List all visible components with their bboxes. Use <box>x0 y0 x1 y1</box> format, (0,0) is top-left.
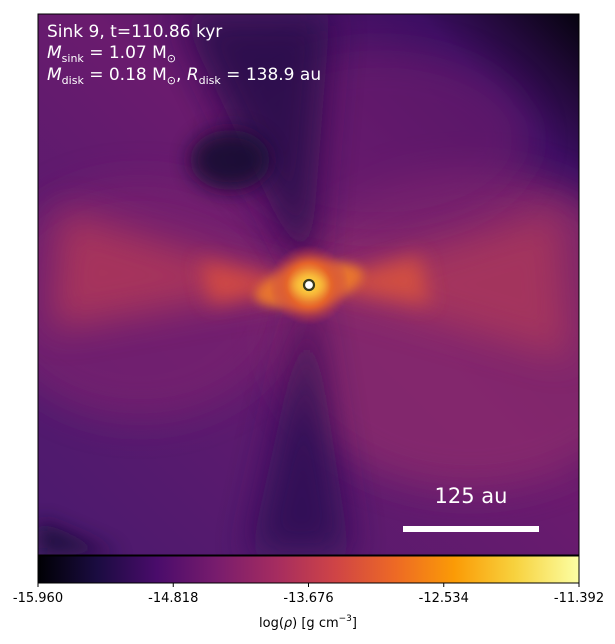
disk-props-label: Mdisk = 0.18 M⊙, Rdisk = 138.9 au <box>47 65 321 87</box>
colorbar-tick-label: -15.960 <box>13 591 63 606</box>
sink-marker <box>302 278 316 292</box>
colorbar-tick-label: -14.818 <box>148 591 198 606</box>
scalebar-label: 125 au <box>435 484 508 508</box>
colorbar-gradient <box>37 555 580 584</box>
sink-mass-label: Msink = 1.07 M⊙ <box>47 43 176 65</box>
title-sink-time: Sink 9, t=110.86 kyr <box>47 22 222 42</box>
density-map <box>38 14 579 555</box>
scalebar-line <box>403 526 539 532</box>
colorbar-tick-label: -11.392 <box>554 591 604 606</box>
colorbar: -15.960 -14.818 -13.676 -12.534 -11.392 log(… <box>13 555 604 631</box>
colorbar-tick-label: -12.534 <box>419 591 469 606</box>
colorbar-label: log(ρ) [g cm−3] <box>259 614 357 631</box>
colorbar-tick-label: -13.676 <box>283 591 333 606</box>
